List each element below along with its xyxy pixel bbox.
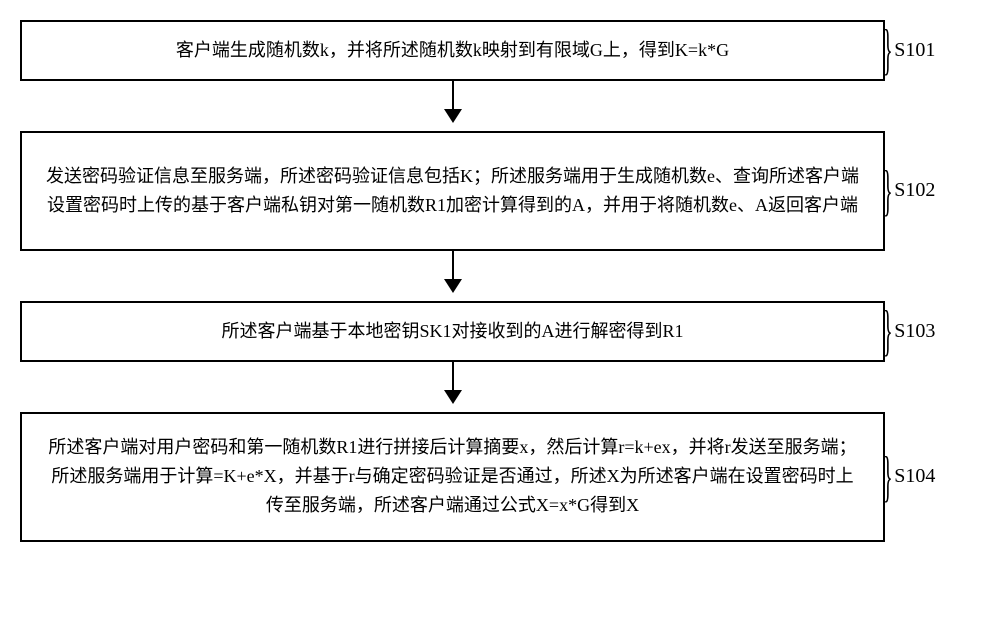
label-wrap: } S101 bbox=[885, 30, 980, 70]
step-label: S104 bbox=[894, 465, 935, 488]
step-text: 所述客户端对用户密码和第一随机数R1进行拼接后计算摘要x，然后计算r=k+ex，… bbox=[44, 433, 861, 519]
arrow-down-icon bbox=[452, 362, 454, 402]
arrow-2 bbox=[20, 251, 885, 301]
step-row-4: 所述客户端对用户密码和第一随机数R1进行拼接后计算摘要x，然后计算r=k+ex，… bbox=[20, 412, 980, 542]
step-box-s101: 客户端生成随机数k，并将所述随机数k映射到有限域G上，得到K=k*G bbox=[20, 20, 885, 81]
step-text: 发送密码验证信息至服务端，所述密码验证信息包括K；所述服务端用于生成随机数e、查… bbox=[44, 162, 861, 220]
arrow-down-icon bbox=[452, 251, 454, 291]
step-row-2: 发送密码验证信息至服务端，所述密码验证信息包括K；所述服务端用于生成随机数e、查… bbox=[20, 131, 980, 251]
brace-icon: } bbox=[883, 22, 893, 78]
brace-icon: } bbox=[883, 303, 893, 359]
step-box-s104: 所述客户端对用户密码和第一随机数R1进行拼接后计算摘要x，然后计算r=k+ex，… bbox=[20, 412, 885, 542]
step-row-3: 所述客户端基于本地密钥SK1对接收到的A进行解密得到R1 } S103 bbox=[20, 301, 980, 362]
arrow-3 bbox=[20, 362, 885, 412]
brace-icon: } bbox=[883, 449, 893, 505]
step-box-s103: 所述客户端基于本地密钥SK1对接收到的A进行解密得到R1 bbox=[20, 301, 885, 362]
step-label: S101 bbox=[894, 39, 935, 62]
step-label: S102 bbox=[894, 179, 935, 202]
step-text: 所述客户端基于本地密钥SK1对接收到的A进行解密得到R1 bbox=[221, 317, 683, 346]
brace-icon: } bbox=[883, 163, 893, 219]
flowchart-container: 客户端生成随机数k，并将所述随机数k映射到有限域G上，得到K=k*G } S10… bbox=[20, 20, 980, 542]
step-row-1: 客户端生成随机数k，并将所述随机数k映射到有限域G上，得到K=k*G } S10… bbox=[20, 20, 980, 81]
arrow-down-icon bbox=[452, 81, 454, 121]
label-wrap: } S103 bbox=[885, 311, 980, 351]
step-text: 客户端生成随机数k，并将所述随机数k映射到有限域G上，得到K=k*G bbox=[176, 36, 729, 65]
label-wrap: } S102 bbox=[885, 171, 980, 211]
arrow-1 bbox=[20, 81, 885, 131]
step-box-s102: 发送密码验证信息至服务端，所述密码验证信息包括K；所述服务端用于生成随机数e、查… bbox=[20, 131, 885, 251]
step-label: S103 bbox=[894, 320, 935, 343]
label-wrap: } S104 bbox=[885, 457, 980, 497]
